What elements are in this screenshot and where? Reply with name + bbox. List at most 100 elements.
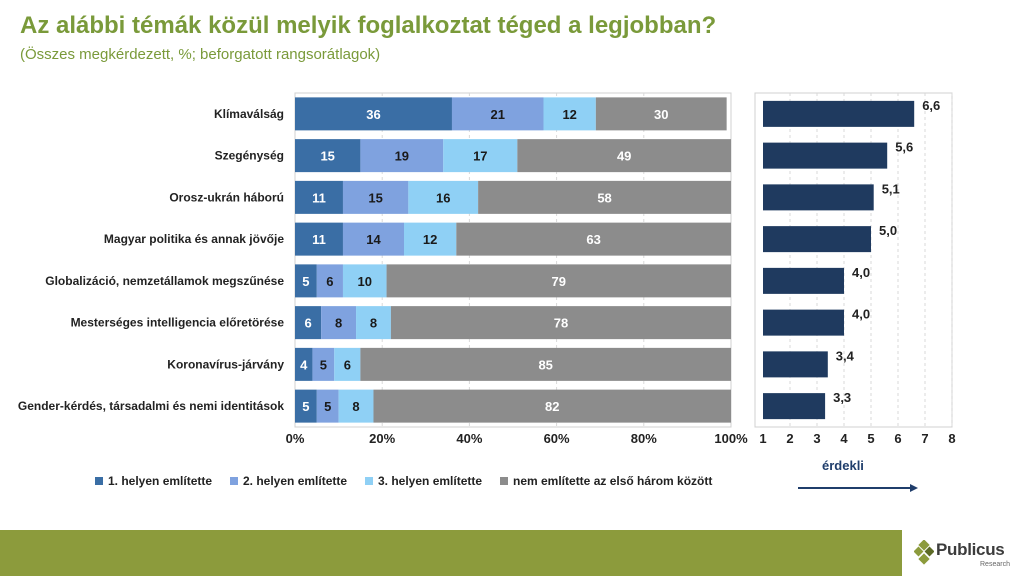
x-tick-label-left: 20% [369,431,395,446]
chart-area: 0% 20% 40% 60% 80% 100%Klímaválság 36 21 12 30Sze… [18,92,956,492]
bar-segment [360,139,444,173]
category-label: Orosz-ukrán háború [169,190,284,204]
bar-value-label: 6 [304,316,311,331]
bar-value-label: 12 [423,232,437,247]
bar-value-label: 19 [395,149,409,164]
interest-bar [763,226,871,253]
bar-segment [295,306,322,340]
bar-value-label: 5 [320,357,327,372]
category-label: Mesterséges intelligencia előretörése [71,316,285,330]
bar-value-label: 8 [370,316,377,331]
bar-value-label: 8 [335,316,342,331]
x-tick-label-left: 100% [714,431,748,446]
bar-segment [312,347,335,381]
bar-segment [342,222,404,256]
bar-value-label: 21 [491,107,505,122]
page-title: Az alábbi témák közül melyik foglalkozta… [20,12,717,39]
bar-segment [451,97,544,131]
legend-swatch-2 [230,476,238,485]
bar-segment [295,222,343,256]
legend-swatch-1 [95,476,103,485]
x-tick-label-left: 0% [286,431,305,446]
interest-value-label: 5,6 [895,140,913,155]
bar-value-label: 79 [552,274,566,289]
interest-bar [763,309,844,336]
legend-swatch-3 [365,476,373,485]
category-label: Klímaválság [214,107,284,121]
bar-value-label: 10 [358,274,372,289]
bar-segment [595,97,727,131]
x-tick-label-right: 3 [813,431,820,446]
bar-segment [316,389,339,423]
interest-value-label: 3,3 [833,390,851,405]
bar-value-label: 16 [436,190,450,205]
bar-value-label: 30 [654,107,668,122]
bar-value-label: 36 [366,107,380,122]
interest-value-label: 6,6 [922,98,940,113]
legend-item-4: nem említette az első három között [500,474,712,488]
logo-tagline: Research [980,561,1010,568]
footer-bar [0,530,1024,576]
bar-value-label: 17 [473,149,487,164]
legend-item-2: 2. helyen említette [230,474,347,488]
bar-segment [295,347,313,381]
x-tick-label-right: 5 [867,431,874,446]
logo: Publicus Research [902,530,1024,576]
bar-segment [295,264,317,298]
legend-item-1: 1. helyen említette [95,474,212,488]
page-subtitle: (Összes megkérdezett, %; beforgatott ran… [20,46,381,63]
arrow-head-icon [910,484,918,492]
bar-segment [386,264,731,298]
category-label: Globalizáció, nemzetállamok megszűnése [45,274,284,288]
bar-segment [338,389,374,423]
x-tick-label-right: 7 [921,431,928,446]
plot-frame-left [294,92,732,428]
legend-label-3: 3. helyen említette [378,474,483,488]
bar-segment [373,389,731,423]
bar-value-label: 5 [302,399,309,414]
bar-segment [321,306,357,340]
bar-value-label: 63 [586,232,600,247]
bar-value-label: 15 [320,149,334,164]
interest-bar [763,267,844,294]
bar-segment [443,139,518,173]
legend-swatch-4 [500,476,508,485]
axis-label-erdekli: érdekli [822,458,864,473]
x-tick-label-right: 2 [786,431,793,446]
bar-value-label: 11 [312,232,326,247]
bar-segment [456,222,731,256]
x-tick-label-right: 8 [948,431,955,446]
interest-value-label: 5,1 [882,181,900,196]
logo-name: Publicus [936,540,1005,559]
bar-segment [356,306,391,340]
bar-value-label: 78 [554,316,568,331]
interest-value-label: 4,0 [852,265,870,280]
bar-segment [342,180,409,214]
interest-value-label: 3,4 [836,348,855,363]
bar-segment [390,306,731,340]
bar-segment [404,222,457,256]
bar-value-label: 14 [366,232,381,247]
bar-segment [334,347,361,381]
category-label: Gender-kérdés, társadalmi és nemi identi… [18,399,284,413]
bar-value-label: 8 [352,399,359,414]
bar-segment [517,139,731,173]
bar-value-label: 15 [368,190,382,205]
bar-value-label: 85 [538,357,552,372]
interest-bar [763,100,915,127]
legend-label-1: 1. helyen említette [108,474,213,488]
x-tick-label-left: 80% [631,431,657,446]
x-tick-label-right: 4 [840,431,848,446]
bar-value-label: 82 [545,399,559,414]
x-tick-label-right: 1 [759,431,766,446]
interest-bar [763,351,828,378]
bar-value-label: 5 [302,274,309,289]
bar-segment [478,180,731,214]
bar-value-label: 6 [326,274,333,289]
bar-value-label: 58 [597,190,611,205]
interest-bar [763,184,874,211]
bar-segment [295,389,317,423]
legend-item-3: 3. helyen említette [365,474,482,488]
interest-bar [763,393,826,420]
bar-segment [408,180,479,214]
